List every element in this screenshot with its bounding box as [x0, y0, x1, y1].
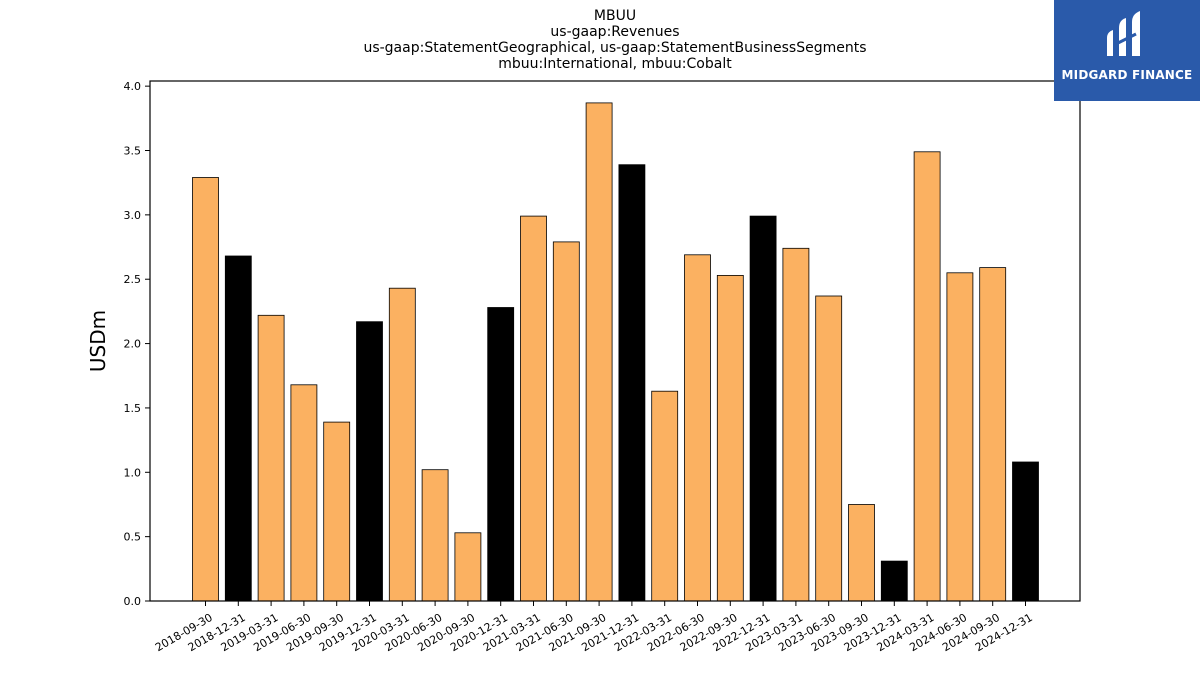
y-tick-label: 3.0	[124, 209, 142, 222]
bar	[684, 254, 711, 602]
bar	[421, 469, 449, 602]
bar	[618, 164, 646, 602]
bar	[1012, 461, 1039, 602]
logo-text: MIDGARD FINANCE	[1061, 68, 1193, 82]
bar	[979, 267, 1007, 602]
bar	[323, 421, 351, 602]
bar	[388, 287, 416, 602]
bar	[946, 272, 974, 602]
chart-title-line: MBUU	[594, 8, 636, 24]
bar	[913, 151, 941, 602]
y-tick-label: 2.0	[124, 338, 142, 351]
y-tick-label: 2.5	[124, 273, 142, 286]
bar	[290, 384, 318, 602]
bar	[487, 307, 515, 602]
bar	[454, 532, 482, 602]
y-tick-label: 4.0	[124, 80, 142, 93]
y-tick-label: 1.0	[124, 466, 142, 479]
bar	[192, 177, 219, 602]
y-axis-label: USDm	[86, 310, 110, 372]
bar	[880, 560, 908, 602]
midgard-logo-mark-icon	[1107, 11, 1140, 56]
bar	[716, 274, 744, 602]
bar	[520, 215, 547, 602]
bar	[848, 504, 875, 602]
bar	[585, 102, 613, 602]
midgard-finance-logo: MIDGARD FINANCE	[1054, 0, 1200, 101]
bar	[257, 314, 285, 602]
bar	[224, 255, 252, 602]
chart-title-line: us-gaap:Revenues	[550, 24, 679, 40]
y-tick-label: 3.5	[124, 145, 142, 158]
bar	[651, 390, 679, 602]
chart-title-line: mbuu:International, mbuu:Cobalt	[498, 56, 732, 72]
y-tick-label: 0.5	[124, 531, 142, 544]
y-tick-label: 1.5	[124, 402, 142, 415]
y-tick-label: 0.0	[124, 595, 142, 608]
chart-title-line: us-gaap:StatementGeographical, us-gaap:S…	[363, 40, 866, 56]
bar	[815, 295, 843, 602]
plot-frame	[149, 80, 1081, 602]
bar	[749, 215, 777, 602]
bar	[356, 321, 383, 602]
bar	[782, 247, 810, 602]
bar	[552, 241, 580, 602]
